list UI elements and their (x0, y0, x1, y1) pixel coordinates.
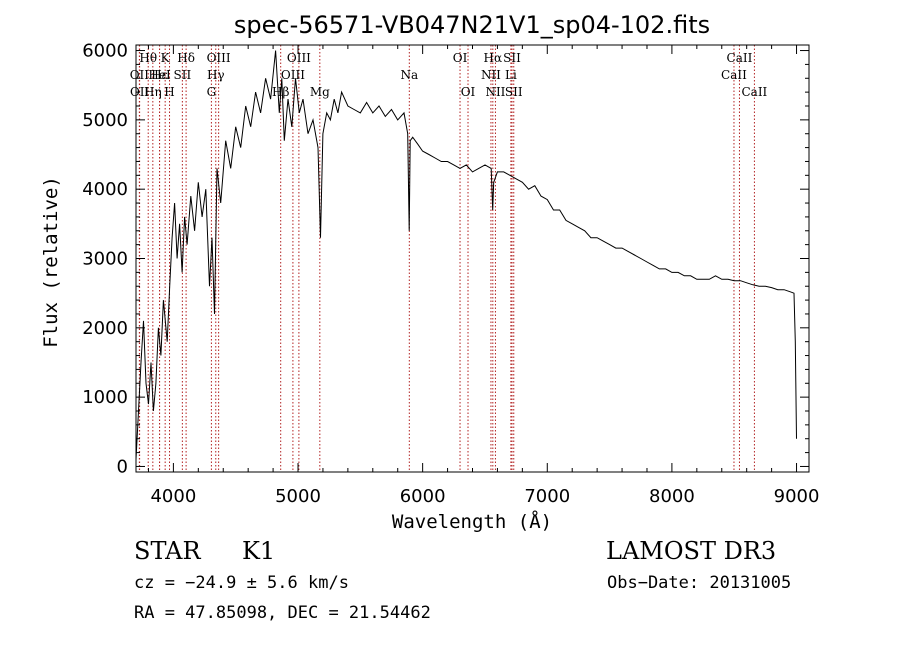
line-label-7: HeI (148, 68, 171, 82)
x-axis-label: Wavelength (Å) (392, 510, 552, 533)
y-tick-label-6: 6000 (82, 41, 128, 62)
line-label-9: Hδ (177, 51, 195, 65)
y-axis-label: Flux (relative) (40, 176, 62, 348)
plot-frame (135, 44, 810, 473)
line-label-17: Na (400, 68, 418, 82)
x-axis: 4000 5000 6000 7000 8000 9000 (147, 45, 820, 507)
chart-title: spec-56571-VB047N21V1_sp04-102.fits (234, 11, 710, 39)
line-label-3: Hε (151, 68, 168, 82)
x-tick-label-4: 8000 (649, 486, 695, 507)
line-label-18: OI (453, 51, 468, 65)
line-label-14: OIII (281, 68, 305, 82)
line-label-12: G (207, 85, 217, 99)
x-tick-label-1: 5000 (275, 486, 321, 507)
line-label-4: Hη (144, 85, 162, 99)
line-label-10: OIII (207, 51, 231, 65)
line-label-23: SII (503, 51, 521, 65)
redshift-readout: cz = −24.9 ± 5.6 km/s (134, 573, 349, 593)
coordinates: RA = 47.85098, DEC = 21.54462 (134, 603, 431, 623)
line-label-6: H (164, 85, 174, 99)
object-subclass: K1 (242, 537, 276, 565)
line-label-24: Li (505, 68, 517, 82)
line-label-15: OIII (287, 51, 311, 65)
line-label-25: SII (505, 85, 523, 99)
line-label-5: K (161, 51, 171, 65)
spectrum-line (135, 50, 797, 460)
y-tick-label-3: 3000 (82, 249, 128, 270)
y-tick-label-5: 5000 (82, 110, 128, 131)
line-label-19: OI (461, 85, 476, 99)
y-tick-label-0: 0 (117, 456, 128, 477)
y-tick-label-4: 4000 (82, 179, 128, 200)
line-label-0: Hθ (139, 51, 157, 65)
line-label-28: CaII (741, 85, 767, 99)
line-label-27: CaII (727, 51, 753, 65)
obs-date: Obs−Date: 20131005 (607, 573, 792, 593)
line-label-8: SII (174, 68, 192, 82)
line-label-16: Mg (310, 85, 330, 99)
y-tick-label-2: 2000 (82, 318, 128, 339)
x-tick-label-0: 4000 (150, 486, 196, 507)
survey-label: LAMOST DR3 (606, 537, 777, 565)
line-label-21: NII (481, 68, 501, 82)
line-label-20: Hα (484, 51, 503, 65)
x-tick-label-3: 7000 (524, 486, 570, 507)
y-tick-label-1: 1000 (82, 387, 128, 408)
spectral-line-markers (138, 45, 755, 472)
line-label-26: CaII (721, 68, 747, 82)
x-tick-label-2: 6000 (400, 486, 446, 507)
y-axis: 0 1000 2000 3000 4000 5000 6000 (82, 41, 809, 477)
object-class: STAR (134, 537, 201, 565)
line-label-22: NII (485, 85, 505, 99)
line-label-1: OII (130, 68, 150, 82)
x-tick-label-5: 9000 (774, 486, 820, 507)
line-label-11: Hγ (207, 68, 225, 82)
